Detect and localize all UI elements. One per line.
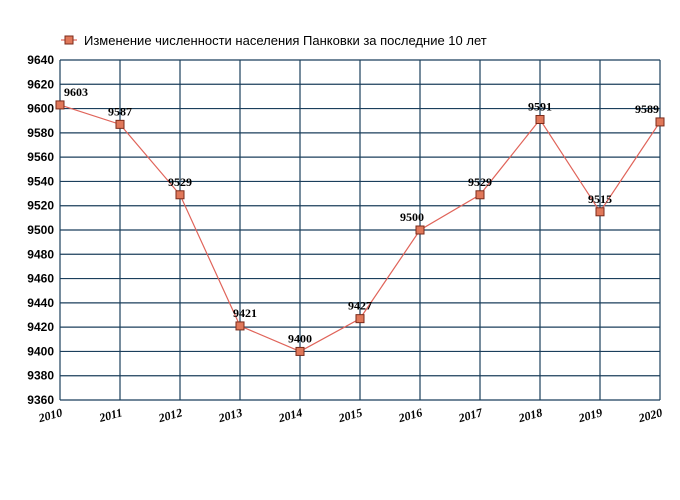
- x-axis-ticks: 2010 2011 2012 2013 2014 2015 2016 2017 2018 2019…: [36, 405, 664, 425]
- y-tick-label: 9620: [27, 77, 54, 91]
- x-tick-label: 2011: [97, 405, 124, 425]
- data-label: 9529: [168, 175, 192, 189]
- y-tick-label: 9480: [27, 247, 54, 261]
- data-point-marker: [415, 225, 425, 235]
- y-tick-label: 9440: [27, 296, 54, 310]
- data-point-marker: [115, 119, 125, 129]
- data-label: 9400: [288, 331, 312, 345]
- y-tick-label: 9520: [27, 199, 54, 213]
- y-tick-label: 9380: [27, 369, 54, 383]
- x-tick-label: 2013: [216, 405, 244, 425]
- x-tick-label: 2015: [336, 405, 364, 425]
- data-label: 9421: [233, 306, 257, 320]
- y-axis-ticks: 9360 9380 9400 9420 9440 9460 9480 9500 9520 9540…: [27, 53, 54, 407]
- data-point-marker: [55, 100, 65, 110]
- x-tick-label: 2010: [36, 405, 64, 425]
- data-label: 9591: [528, 100, 552, 114]
- x-tick-label: 2017: [456, 405, 485, 425]
- data-markers: [55, 100, 665, 356]
- data-point-marker: [235, 321, 245, 331]
- data-label: 9587: [108, 104, 132, 118]
- y-tick-label: 9500: [27, 223, 54, 237]
- y-tick-label: 9580: [27, 126, 54, 140]
- x-tick-label: 2014: [276, 405, 304, 425]
- grid: [59, 59, 661, 401]
- legend: Изменение численности населения Панковки…: [61, 33, 487, 48]
- y-tick-label: 9560: [27, 150, 54, 164]
- y-tick-label: 9420: [27, 320, 54, 334]
- data-label: 9529: [468, 175, 492, 189]
- data-label: 9515: [588, 192, 612, 206]
- y-tick-label: 9600: [27, 102, 54, 116]
- y-tick-label: 9400: [27, 344, 54, 358]
- x-tick-label: 2012: [156, 405, 184, 425]
- data-point-marker: [295, 346, 305, 356]
- legend-marker: [64, 35, 74, 45]
- data-point-marker: [475, 190, 485, 200]
- x-tick-label: 2016: [396, 405, 424, 425]
- data-label: 9603: [64, 85, 88, 99]
- y-tick-label: 9460: [27, 272, 54, 286]
- data-point-marker: [535, 115, 545, 124]
- x-tick-label: 2020: [636, 405, 664, 425]
- data-point-marker: [655, 117, 665, 127]
- data-label: 9500: [400, 210, 424, 224]
- data-point-marker: [595, 207, 605, 217]
- data-labels: 9603 9587 9529 9421 9400 9427 9500 9529 9591 9515…: [64, 85, 659, 345]
- y-tick-label: 9360: [27, 393, 54, 407]
- y-tick-label: 9540: [27, 174, 54, 188]
- data-label: 9427: [348, 299, 372, 313]
- x-tick-label: 2018: [516, 405, 544, 425]
- legend-series-name: Изменение численности населения Панковки…: [84, 33, 487, 48]
- y-tick-label: 9640: [27, 53, 54, 67]
- data-point-marker: [355, 314, 365, 324]
- data-point-marker: [175, 190, 185, 200]
- data-label: 9589: [635, 102, 659, 116]
- x-tick-label: 2019: [576, 405, 604, 425]
